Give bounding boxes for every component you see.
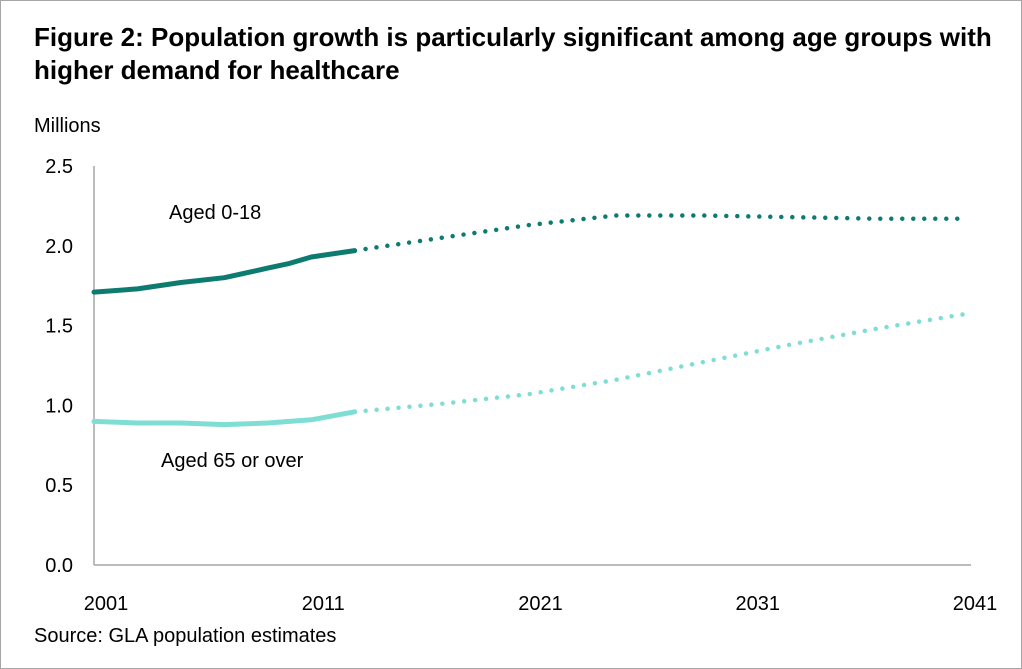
- x-tick-label: 2021: [518, 593, 563, 615]
- series-label-aged-0-18: Aged 0-18: [169, 202, 261, 224]
- y-tick-label: 2.0: [45, 236, 73, 258]
- series-line-projected-aged_0_18: [352, 213, 966, 253]
- y-tick-label: 0.0: [45, 555, 73, 577]
- x-tick-label: 2011: [302, 593, 345, 615]
- y-axis-unit-label: Millions: [34, 115, 101, 137]
- x-tick-label: 2041: [953, 593, 998, 615]
- series-line-projected-aged_65_plus: [352, 312, 966, 415]
- y-tick-label: 1.5: [45, 316, 73, 338]
- y-tick-label: 2.5: [45, 156, 73, 178]
- line-chart: 0.0 0.5 1.0 1.5 2.0 2.5 2001 2011 2021 2031 2041 Ag…: [45, 156, 998, 615]
- series-line-actual-aged_0_18: [91, 248, 358, 295]
- y-tick-label: 1.0: [45, 395, 73, 417]
- series-line-actual-aged_65_plus: [91, 409, 358, 428]
- y-tick-label: 0.5: [45, 475, 73, 497]
- x-tick-label: 2031: [736, 593, 781, 615]
- x-tick-label: 2001: [84, 593, 129, 615]
- chart-title: Figure 2: Population growth is particula…: [34, 22, 992, 85]
- series-label-aged-65-or-over: Aged 65 or over: [161, 450, 304, 472]
- source-note: Source: GLA population estimates: [34, 625, 337, 647]
